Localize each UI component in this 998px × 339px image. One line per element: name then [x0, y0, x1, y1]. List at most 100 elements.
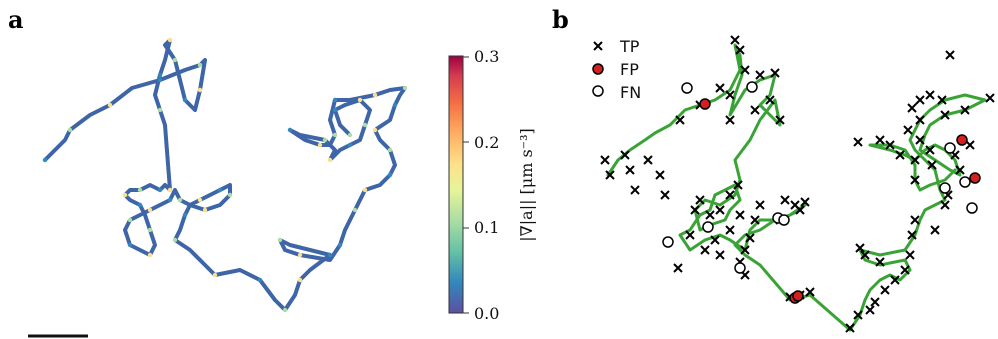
tp-markers: [600, 35, 995, 333]
tp-marker: [870, 297, 880, 307]
legend-fp-marker: [592, 63, 604, 75]
tp-marker: [733, 180, 743, 190]
tp-marker: [875, 135, 885, 145]
tp-marker: [770, 68, 780, 78]
tp-marker: [800, 197, 810, 207]
tp-marker: [855, 243, 865, 253]
trajectory-a-accent: [147, 207, 153, 213]
trajectory-a-accent: [67, 127, 73, 133]
tp-marker: [860, 250, 870, 260]
trajectory-a-accent: [387, 172, 393, 178]
trajectory-a-accent: [127, 217, 133, 223]
tp-marker: [907, 230, 917, 240]
panel-a-plot: [28, 37, 408, 338]
tp-marker: [715, 83, 725, 93]
tp-marker: [725, 90, 735, 100]
tp-marker: [625, 165, 635, 175]
colorbar-tick-label-0.0: 0.0: [474, 304, 499, 323]
trajectory-a-accent: [332, 97, 338, 103]
trajectory-a-accent: [392, 102, 398, 108]
trajectory-a-accent: [182, 97, 188, 103]
tp-marker: [600, 155, 610, 165]
trajectory-a-accent: [327, 157, 333, 163]
trajectory-a-accent: [157, 72, 163, 78]
tp-marker: [735, 45, 745, 55]
legend-fn-label: FN: [620, 83, 641, 102]
tp-marker: [745, 233, 755, 243]
tp-marker: [795, 205, 805, 215]
tp-marker: [705, 210, 715, 220]
tp-marker: [630, 185, 640, 195]
tp-marker: [755, 70, 765, 80]
tp-marker: [900, 265, 910, 275]
tp-marker: [765, 95, 775, 105]
trajectory-a-accent: [337, 242, 343, 248]
fp-markers: [699, 98, 981, 304]
tp-marker: [875, 257, 885, 267]
tp-marker: [750, 215, 760, 225]
tp-marker: [985, 93, 995, 103]
tp-marker: [865, 305, 875, 315]
tp-marker: [940, 110, 950, 120]
trajectory-a-accent: [257, 277, 263, 283]
tp-marker: [965, 140, 975, 150]
fp-marker: [699, 98, 711, 110]
panel-a-label: a: [8, 5, 24, 34]
trajectory-b-line: [606, 43, 987, 332]
tp-marker: [910, 155, 920, 165]
panel-b-plot: TP FP FN: [592, 35, 995, 333]
trajectory-a-accent: [387, 147, 393, 153]
tp-marker: [853, 137, 863, 147]
tp-marker: [907, 103, 917, 113]
tp-marker: [685, 230, 695, 240]
tp-marker: [695, 195, 705, 205]
trajectory-a-accent: [277, 237, 283, 243]
tp-marker: [910, 175, 920, 185]
tp-marker: [930, 225, 940, 235]
tp-marker: [643, 155, 653, 165]
trajectory-a-accent: [127, 242, 133, 248]
trajectory-a-accent: [317, 142, 323, 148]
trajectory-a-gradient-accents: [42, 37, 408, 313]
tp-marker: [915, 95, 925, 105]
tp-marker: [775, 115, 785, 125]
trajectory-a-accent: [157, 187, 163, 193]
legend-fn-marker: [592, 85, 604, 97]
tp-marker: [655, 170, 665, 180]
tp-marker: [960, 105, 970, 115]
legend: TP FP FN: [592, 37, 641, 102]
tp-marker: [605, 170, 615, 180]
colorbar-tick-label-0.1: 0.1: [474, 218, 499, 237]
trajectory-a-accent: [212, 272, 218, 278]
trajectory-a-accent: [287, 127, 293, 133]
trajectory-a-accent: [137, 202, 143, 208]
tp-marker: [735, 210, 745, 220]
trajectory-a-accent: [327, 252, 333, 258]
trajectory-a-accent: [107, 102, 113, 108]
colorbar-tick-label-0.3: 0.3: [474, 47, 499, 66]
trajectory-a-accent: [347, 132, 353, 138]
fn-marker: [966, 202, 978, 214]
fp-marker: [956, 134, 968, 146]
tp-marker: [715, 205, 725, 215]
tp-marker: [620, 150, 630, 160]
tp-marker: [925, 145, 935, 155]
fn-marker: [944, 142, 956, 154]
fn-marker: [746, 81, 758, 93]
trajectory-a-accent: [347, 142, 353, 148]
colorbar-label: |∇|a|| [μm s⁻³]: [517, 128, 536, 242]
trajectory-a-accent: [147, 252, 153, 258]
trajectory-a-accent: [157, 77, 163, 83]
tp-marker: [690, 205, 700, 215]
tp-marker: [903, 125, 913, 135]
trajectory-a-accent: [227, 192, 233, 198]
tp-marker: [880, 285, 890, 295]
trajectory-a-accent: [137, 187, 143, 193]
tp-marker: [927, 160, 937, 170]
tp-marker: [885, 140, 895, 150]
colorbar: 0.3 0.2 0.1 0.0 |∇|a|| [μm s⁻³]: [448, 47, 536, 323]
trajectory-a-accent: [157, 107, 163, 113]
trajectory-a-line: [43, 38, 407, 312]
